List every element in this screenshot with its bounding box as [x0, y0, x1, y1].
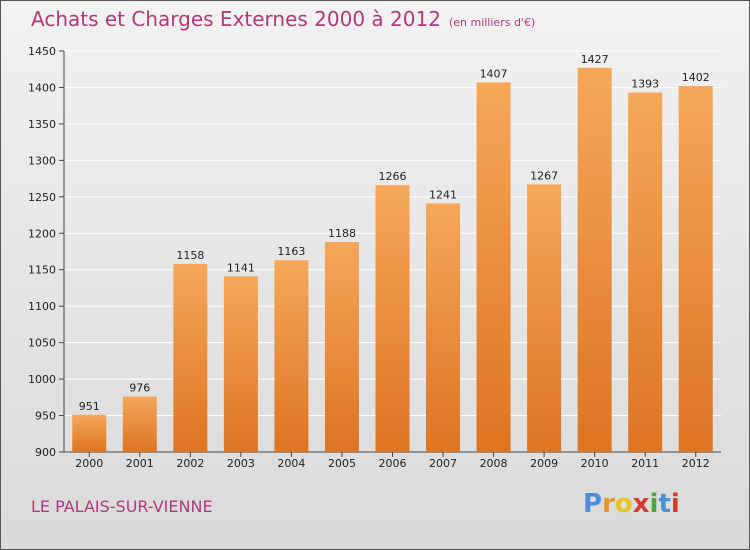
y-tick-label: 1100	[28, 300, 56, 313]
y-tick-label: 1400	[28, 81, 56, 94]
chart-subtitle: (en milliers d'€)	[448, 16, 536, 29]
bar	[628, 92, 663, 453]
x-tick-label: 2008	[480, 457, 508, 470]
y-tick-label: 1000	[28, 373, 56, 386]
bar-value-label: 1402	[682, 71, 710, 84]
bar-value-label: 1267	[530, 169, 558, 182]
x-tick-label: 2007	[429, 457, 457, 470]
y-tick-label: 1200	[28, 227, 56, 240]
y-tick-label: 1450	[28, 45, 56, 58]
bar	[223, 276, 258, 452]
brand-logo-letter: r	[602, 489, 615, 519]
bar-value-label: 1158	[176, 249, 204, 262]
location-label: LE PALAIS-SUR-VIENNE	[31, 497, 213, 516]
chart-title-text: Achats et Charges Externes 2000 à 2012	[31, 7, 441, 31]
bar-value-label: 1241	[429, 188, 457, 201]
bar	[274, 260, 309, 452]
x-tick-label: 2010	[581, 457, 609, 470]
y-tick-label: 950	[35, 410, 56, 423]
brand-logo-letter: o	[614, 489, 633, 519]
brand-logo-letter: i	[649, 489, 659, 519]
x-tick-label: 2003	[227, 457, 255, 470]
y-tick-label: 1050	[28, 337, 56, 350]
bar	[577, 67, 612, 452]
bar-value-label: 976	[129, 382, 150, 395]
x-tick-label: 2012	[682, 457, 710, 470]
x-tick-label: 2009	[530, 457, 558, 470]
x-tick-label: 2000	[75, 457, 103, 470]
bar	[122, 396, 157, 452]
y-tick-label: 1300	[28, 154, 56, 167]
bar	[375, 185, 410, 453]
brand-logo-letter: t	[658, 489, 671, 519]
bar	[426, 203, 461, 452]
x-tick-label: 2005	[328, 457, 356, 470]
x-tick-label: 2006	[379, 457, 407, 470]
bar-value-label: 1163	[277, 245, 305, 258]
bar-value-label: 1427	[581, 53, 609, 66]
y-tick-label: 1350	[28, 118, 56, 131]
x-tick-label: 2004	[277, 457, 305, 470]
bar-value-label: 1141	[227, 261, 255, 274]
bar	[476, 82, 511, 453]
brand-logo-letter: i	[670, 489, 680, 519]
x-tick-label: 2002	[176, 457, 204, 470]
bar-value-label: 1393	[631, 78, 659, 91]
bar	[527, 184, 562, 452]
y-tick-label: 1250	[28, 191, 56, 204]
brand-logo-letter: P	[583, 489, 603, 519]
bars: 951 976 1158 1141 1163 1188 1266 1241 1407 1267 14…	[72, 53, 713, 453]
chart-title: Achats et Charges Externes 2000 à 2012 (e…	[31, 7, 535, 31]
bar-value-label: 1188	[328, 227, 356, 240]
x-tick-label: 2001	[126, 457, 154, 470]
bar-value-label: 1266	[379, 170, 407, 183]
y-tick-label: 1150	[28, 264, 56, 277]
bar	[72, 414, 107, 452]
brand-logo: Proxiti	[583, 489, 680, 519]
bar	[324, 242, 359, 452]
bar	[678, 85, 713, 452]
bar-value-label: 1407	[480, 67, 508, 80]
brand-logo-letter: x	[632, 489, 650, 519]
bar-value-label: 951	[79, 400, 100, 413]
bar	[173, 263, 208, 452]
x-tick-label: 2011	[631, 457, 659, 470]
y-tick-label: 900	[35, 446, 56, 459]
